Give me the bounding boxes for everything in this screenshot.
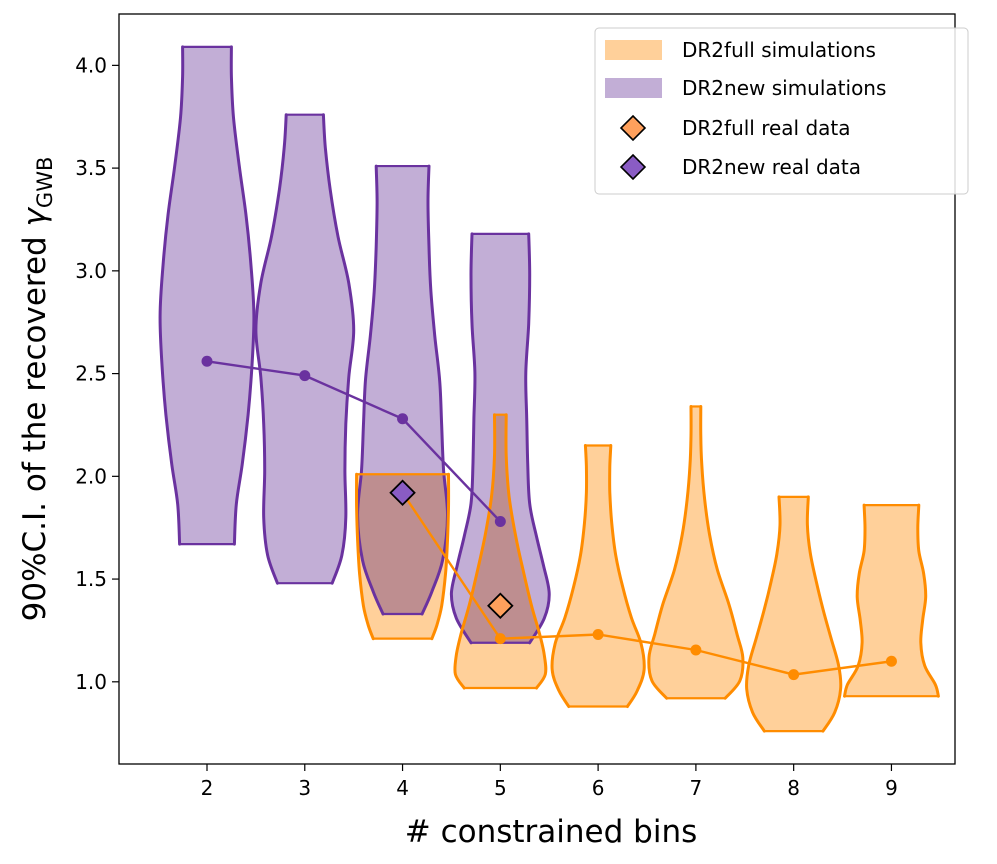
full-violin-fill-6 [552,445,645,707]
full-real-data-marker [487,592,514,620]
x-tick-label-4: 4 [396,776,409,800]
legend-swatch-new-simulations [605,78,662,98]
full-violin-outline-4 [355,472,451,641]
y-axis-label-subscript: GWB [33,157,57,208]
new-median-point-2 [201,355,213,367]
new-violin-outline-2 [158,45,256,546]
full-violin-outline-5 [453,413,548,690]
full-median-point-8 [788,669,800,681]
y-tick-label-4: 4.0 [75,53,107,77]
y-axis-label-symbol: γ [17,206,53,226]
new-real-data-marker [389,479,416,507]
full-median-point-6 [592,629,604,641]
new-violin-outline-4 [356,164,450,616]
x-tick-label-8: 8 [787,776,800,800]
new-violin-outlines [158,45,551,645]
full-violin-outline-7 [647,405,745,700]
new-violin-outline-5 [449,232,551,645]
y-tick-label-2.5: 2.5 [75,362,107,386]
y-tick-label-1: 1.0 [75,670,107,694]
y-tick-label-3.5: 3.5 [75,156,107,180]
full-median-line [401,492,892,676]
x-tick-label-3: 3 [298,776,311,800]
legend-frame [594,27,969,195]
x-axis-label: # constrained bins [405,814,698,850]
median-lines [201,355,897,681]
new-median-point-4 [397,413,409,425]
legend-swatch-full-simulations [605,40,662,60]
overlap-region [357,414,546,643]
legend: DR2full simulations DR2new simulations D… [594,27,969,195]
legend-label-new-real-data: DR2new real data [682,155,861,179]
new-median-point-5 [494,516,506,528]
legend-label-new-simulations: DR2new simulations [682,76,886,100]
full-violin-outline-6 [550,444,646,708]
legend-marker-new-real-data [619,153,647,181]
plot-frame [118,13,956,765]
real-data-markers [389,479,514,620]
y-tick-label-2: 2.0 [75,464,107,488]
legend-label-full-real-data: DR2full real data [682,116,851,140]
full-median-point-7 [690,644,702,656]
y-tick-label-3: 3.0 [75,259,107,283]
x-tick-label-9: 9 [885,776,898,800]
new-violin-fill-3 [255,114,354,584]
x-axis-ticks: 2 3 4 5 6 7 8 9 [201,764,898,800]
legend-marker-full-real-data [619,114,647,142]
full-violin-fill-9 [844,505,939,697]
overlap-fill-5 [454,414,546,643]
full-median-point-9 [885,655,897,667]
x-tick-label-6: 6 [592,776,605,800]
y-axis-label: 90%C.I. of the recovered γGWB [17,157,57,622]
y-tick-label-1.5: 1.5 [75,567,107,591]
full-violin-outline-9 [843,503,940,698]
full-violin-outline-8 [745,495,843,733]
new-violin-fill-2 [160,46,254,545]
y-axis-ticks: 1.0 1.5 2.0 2.5 3.0 3.5 4.0 [75,53,119,694]
y-axis-label-text: 90%C.I. of the recovered [17,226,53,621]
new-median-point-3 [299,370,311,382]
legend-label-full-simulations: DR2full simulations [682,38,876,62]
new-violin-outline-3 [254,113,356,585]
x-tick-label-2: 2 [201,776,214,800]
full-violin-fill-7 [648,406,743,699]
full-violin-outlines [355,405,940,733]
full-median-point-5 [494,633,506,645]
overlap-fill-4 [357,474,448,614]
new-median-line [206,360,502,523]
x-tick-label-7: 7 [690,776,703,800]
x-tick-label-5: 5 [494,776,507,800]
